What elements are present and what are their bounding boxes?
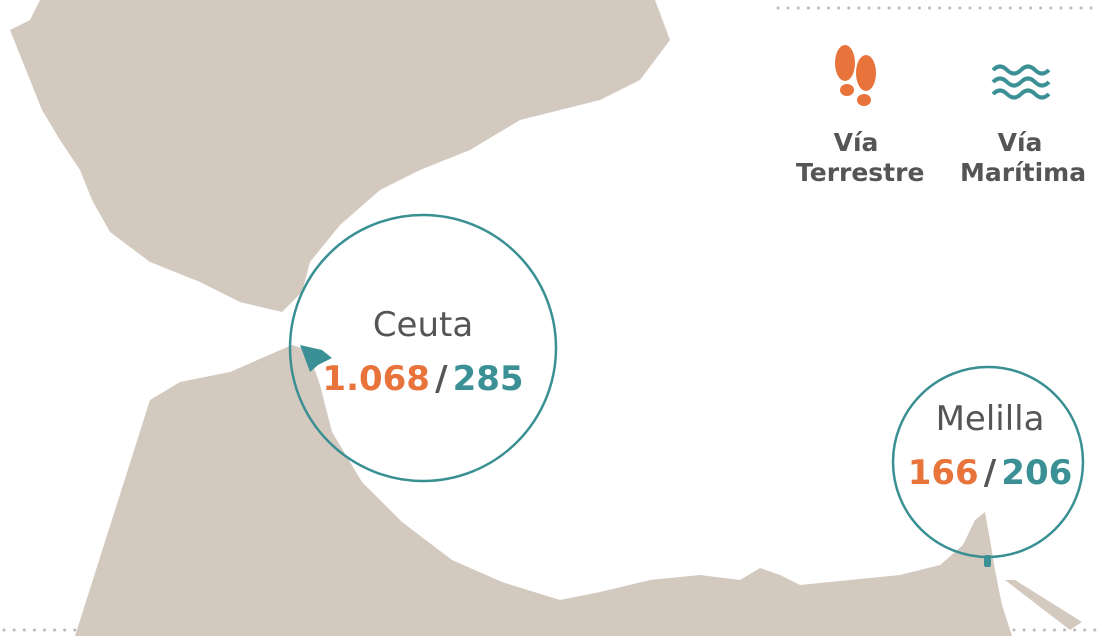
- city-name: Melilla: [936, 399, 1045, 439]
- footprints-icon: [835, 45, 876, 106]
- city-name: Ceuta: [373, 305, 473, 345]
- ceuta-circle: [288, 213, 558, 483]
- city-values: 166 / 206: [908, 453, 1073, 493]
- sea-value: 285: [453, 359, 524, 399]
- legend-label: Vía Marítima: [960, 128, 1087, 187]
- separator: /: [435, 359, 448, 399]
- melilla-circle: [891, 365, 1085, 559]
- africa-coast: [75, 345, 1012, 636]
- spain-coast: [10, 0, 670, 312]
- land-value: 166: [908, 453, 979, 493]
- separator: /: [984, 453, 997, 493]
- legend-label: Vía Terrestre: [796, 128, 925, 187]
- sea-value: 206: [1001, 453, 1072, 493]
- land-value: 1.068: [322, 359, 430, 399]
- waves-icon: [991, 64, 1051, 100]
- city-values: 1.068 / 285: [322, 359, 523, 399]
- ceuta-marker: [300, 345, 332, 372]
- cape: [1005, 580, 1082, 630]
